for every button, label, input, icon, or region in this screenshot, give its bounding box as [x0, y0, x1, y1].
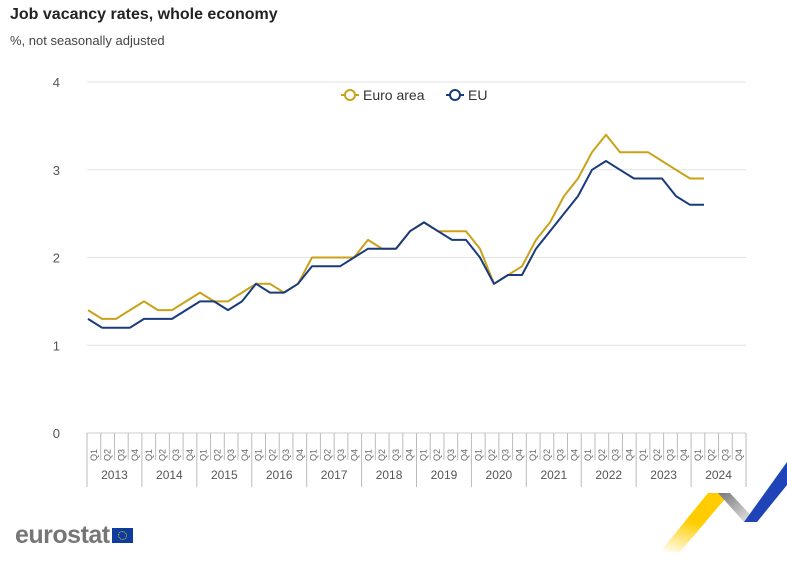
x-quarter-label: Q4 [240, 449, 250, 461]
x-quarter-label: Q2 [377, 449, 387, 461]
x-quarter-label: Q1 [418, 449, 428, 461]
x-quarter-label: Q4 [679, 449, 689, 461]
x-quarter-label: Q4 [624, 449, 634, 461]
x-quarter-label: Q4 [185, 449, 195, 461]
x-quarter-label: Q1 [89, 449, 99, 461]
y-tick-label: 0 [53, 426, 60, 441]
x-year-label: 2023 [650, 468, 677, 482]
y-tick-label: 1 [53, 338, 60, 353]
x-quarter-label: Q4 [130, 449, 140, 461]
x-quarter-label: Q3 [611, 449, 621, 461]
y-tick-label: 4 [53, 75, 60, 90]
x-quarter-label: Q3 [116, 449, 126, 461]
x-quarter-label: Q1 [473, 449, 483, 461]
x-quarter-label: Q2 [432, 449, 442, 461]
legend-label: Euro area [363, 87, 425, 103]
x-year-label: 2017 [321, 468, 348, 482]
x-quarter-label: Q1 [583, 449, 593, 461]
x-quarter-label: Q2 [212, 449, 222, 461]
x-quarter-label: Q3 [391, 449, 401, 461]
chart-title: Job vacancy rates, whole economy [10, 6, 278, 23]
x-year-label: 2015 [211, 468, 238, 482]
x-quarter-label: Q3 [336, 449, 346, 461]
x-quarter-label: Q3 [720, 449, 730, 461]
x-quarter-label: Q3 [501, 449, 511, 461]
x-quarter-label: Q1 [528, 449, 538, 461]
x-quarter-label: Q4 [569, 449, 579, 461]
eurostat-logo[interactable]: eurostat [15, 521, 133, 550]
x-quarter-label: Q3 [171, 449, 181, 461]
x-quarter-label: Q2 [597, 449, 607, 461]
series-line-euro-area [87, 133, 704, 320]
x-quarter-label: Q4 [734, 449, 744, 461]
x-quarter-label: Q3 [446, 449, 456, 461]
chart-subtitle: %, not seasonally adjusted [10, 33, 165, 48]
x-year-label: 2020 [486, 468, 513, 482]
x-quarter-label: Q4 [460, 449, 470, 461]
x-quarter-label: Q3 [556, 449, 566, 461]
x-year-label: 2021 [540, 468, 567, 482]
x-quarter-label: Q2 [158, 449, 168, 461]
legend-label: EU [468, 87, 487, 103]
x-quarter-label: Q4 [405, 449, 415, 461]
x-quarter-label: Q4 [295, 449, 305, 461]
eu-flag-icon [111, 528, 133, 543]
x-quarter-label: Q1 [638, 449, 648, 461]
x-year-label: 2013 [101, 468, 128, 482]
x-quarter-label: Q1 [693, 449, 703, 461]
x-quarter-label: Q4 [350, 449, 360, 461]
x-quarter-label: Q1 [309, 449, 319, 461]
x-quarter-label: Q2 [322, 449, 332, 461]
series-line-eu [87, 160, 704, 329]
x-year-label: 2018 [376, 468, 403, 482]
x-quarter-label: Q2 [103, 449, 113, 461]
x-year-label: 2024 [705, 468, 732, 482]
legend-item[interactable]: Euro area [341, 87, 425, 103]
x-year-label: 2022 [595, 468, 622, 482]
x-quarter-label: Q1 [363, 449, 373, 461]
y-tick-label: 2 [53, 251, 60, 266]
x-quarter-label: Q2 [652, 449, 662, 461]
x-quarter-label: Q2 [267, 449, 277, 461]
decorative-ribbon [660, 462, 787, 552]
x-quarter-label: Q2 [487, 449, 497, 461]
x-year-label: 2016 [266, 468, 293, 482]
legend-item[interactable]: EU [446, 87, 487, 103]
x-quarter-label: Q1 [199, 449, 209, 461]
x-quarter-label: Q3 [665, 449, 675, 461]
x-year-label: 2019 [431, 468, 458, 482]
x-quarter-label: Q3 [281, 449, 291, 461]
x-year-label: 2014 [156, 468, 183, 482]
y-tick-label: 3 [53, 163, 60, 178]
logo-text: eurostat [15, 521, 110, 549]
legend-marker-icon [449, 89, 461, 101]
x-quarter-label: Q1 [144, 449, 154, 461]
x-quarter-label: Q2 [707, 449, 717, 461]
x-quarter-label: Q2 [542, 449, 552, 461]
x-quarter-label: Q4 [514, 449, 524, 461]
x-quarter-label: Q1 [254, 449, 264, 461]
legend-marker-icon [344, 89, 356, 101]
x-quarter-label: Q3 [226, 449, 236, 461]
